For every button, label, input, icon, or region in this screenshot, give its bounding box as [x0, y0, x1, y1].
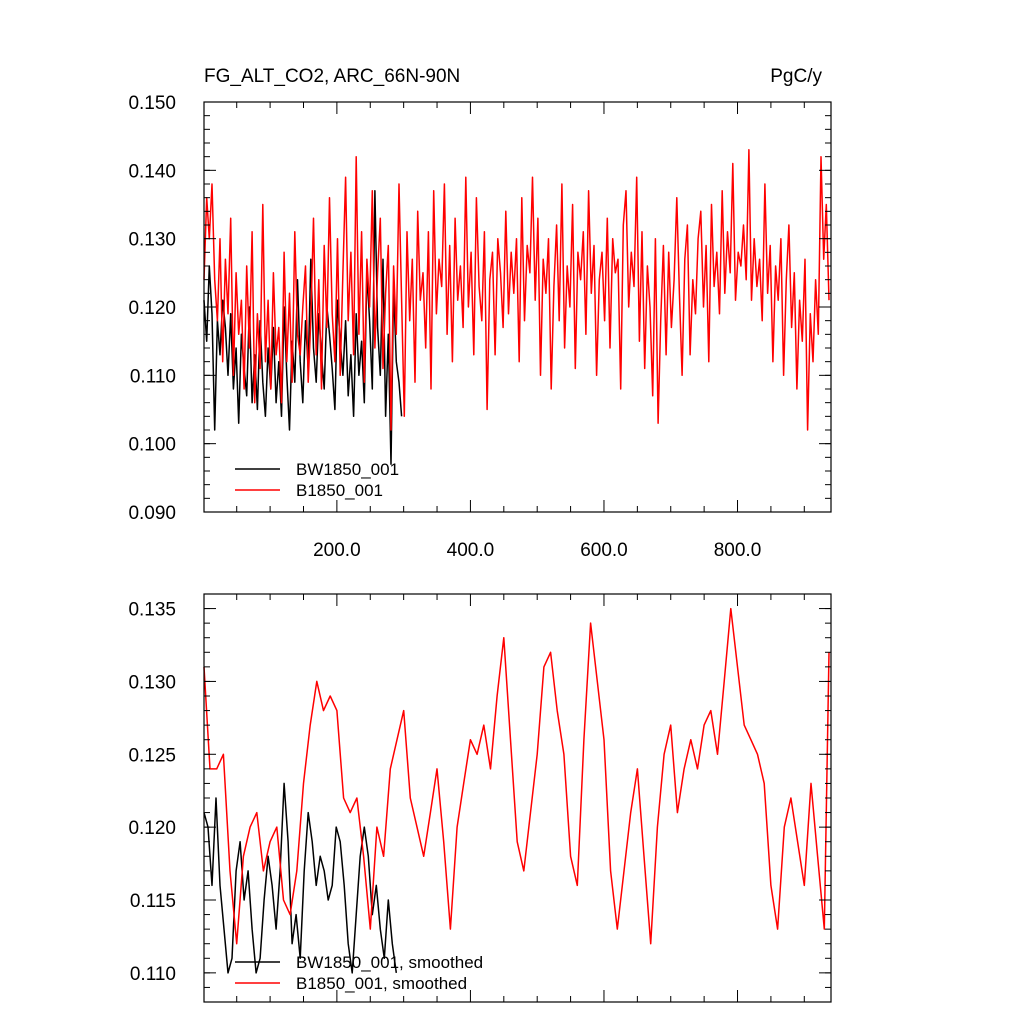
bottom-series-b1850-001-smoothed: [203, 607, 830, 945]
top-plot-area: 0.090 0.100 0.110 0.120 0.130 0.140 0.150 200.0…: [128, 93, 831, 561]
top-y-tick-label: 0.110: [130, 366, 176, 387]
bottom-plot-frame: [203, 593, 832, 1003]
top-y-tick-label: 0.100: [128, 435, 176, 456]
top-series-b1850-001: [203, 149, 830, 431]
top-series-bw1850-001: [203, 190, 403, 465]
bottom-y-tick-label: 0.130: [128, 672, 176, 693]
bottom-y-tick-label: 0.110: [130, 964, 176, 985]
top-plot: FG_ALT_CO2, ARC_66N-90N PgC/y 0.090 0.100…: [128, 66, 832, 561]
bottom-y-tick-label: 0.120: [128, 818, 176, 839]
top-legend-label-b1850: B1850_001: [296, 481, 383, 500]
bottom-legend: BW1850_001, smoothed B1850_001, smoothed: [235, 953, 483, 993]
bottom-series-bw1850-001-smoothed: [203, 782, 398, 974]
bottom-plot-area: 0.110 0.115 0.120 0.125 0.130 0.135: [128, 593, 831, 1003]
top-legend-label-bw1850: BW1850_001: [296, 460, 399, 479]
bottom-y-tick-label: 0.135: [128, 600, 176, 621]
top-x-tick-label: 400.0: [447, 540, 495, 561]
bottom-plot: 0.110 0.115 0.120 0.125 0.130 0.135 BW1850_00…: [128, 593, 832, 1003]
top-y-tick-label: 0.130: [128, 230, 176, 251]
top-x-tick-label: 800.0: [714, 540, 762, 561]
bottom-y-tick-label: 0.125: [128, 745, 176, 766]
bottom-y-tick-label: 0.115: [130, 891, 176, 912]
top-legend: BW1850_001 B1850_001: [235, 460, 399, 500]
top-y-tick-label: 0.090: [128, 503, 176, 524]
top-title-right: PgC/y: [770, 66, 822, 87]
bottom-legend-label-bw1850: BW1850_001, smoothed: [296, 953, 483, 972]
top-y-tick-label: 0.120: [128, 298, 176, 319]
top-y-tick-label: 0.140: [128, 161, 176, 182]
top-x-tick-label: 600.0: [580, 540, 628, 561]
top-x-tick-label: 200.0: [313, 540, 361, 561]
top-y-tick-label: 0.150: [128, 93, 176, 114]
top-plot-frame: [203, 101, 832, 513]
top-title-left: FG_ALT_CO2, ARC_66N-90N: [204, 66, 460, 87]
bottom-legend-label-b1850: B1850_001, smoothed: [296, 974, 467, 993]
